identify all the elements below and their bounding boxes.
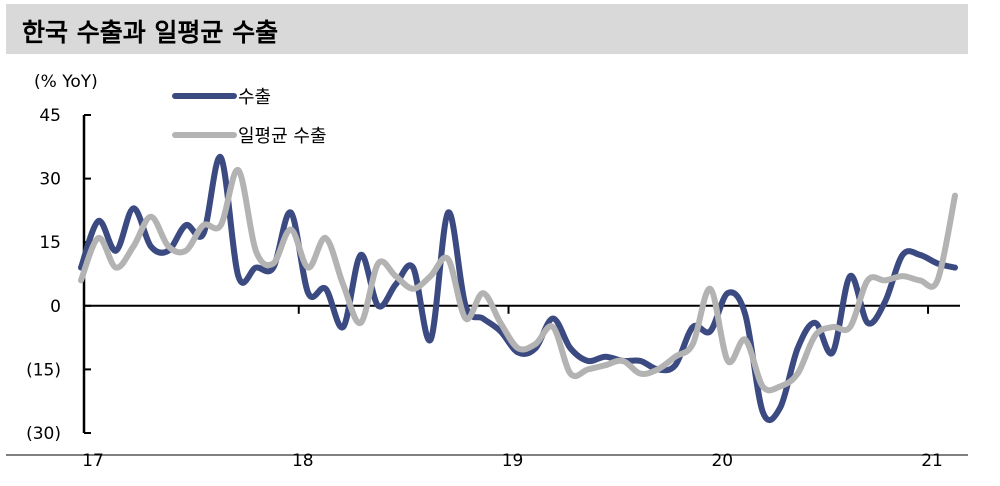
y-tick-label: (30) [26, 424, 61, 444]
series-line-daily-avg-exports [78, 167, 958, 394]
x-tick-label: 19 [502, 451, 524, 471]
y-axis-unit-label: (% YoY) [34, 72, 98, 92]
axes: 45 30 15 0 (15) (30) 17 18 19 20 21 [26, 106, 960, 471]
y-tick-label: 30 [39, 170, 61, 190]
x-tick-label: 18 [292, 451, 314, 471]
y-tick-label: 45 [39, 106, 61, 126]
x-tick-label: 21 [921, 451, 943, 471]
legend-label: 수출 [238, 87, 271, 108]
chart-title: 한국 수출과 일평균 수출 [22, 18, 279, 47]
legend-entry-exports: 수출 [172, 87, 271, 108]
y-tick-label: 0 [50, 297, 61, 317]
y-tick-label: (15) [26, 360, 61, 380]
legend-label: 일평균 수출 [238, 126, 327, 147]
series-layer [78, 154, 958, 424]
y-tick-label: 15 [39, 233, 61, 253]
series-line-exports [78, 154, 958, 424]
title-bar: 한국 수출과 일평균 수출 [6, 4, 968, 54]
x-tick-label: 20 [711, 451, 733, 471]
legend-entry-daily-avg-exports: 일평균 수출 [172, 126, 327, 147]
x-tick-label: 17 [82, 451, 104, 471]
